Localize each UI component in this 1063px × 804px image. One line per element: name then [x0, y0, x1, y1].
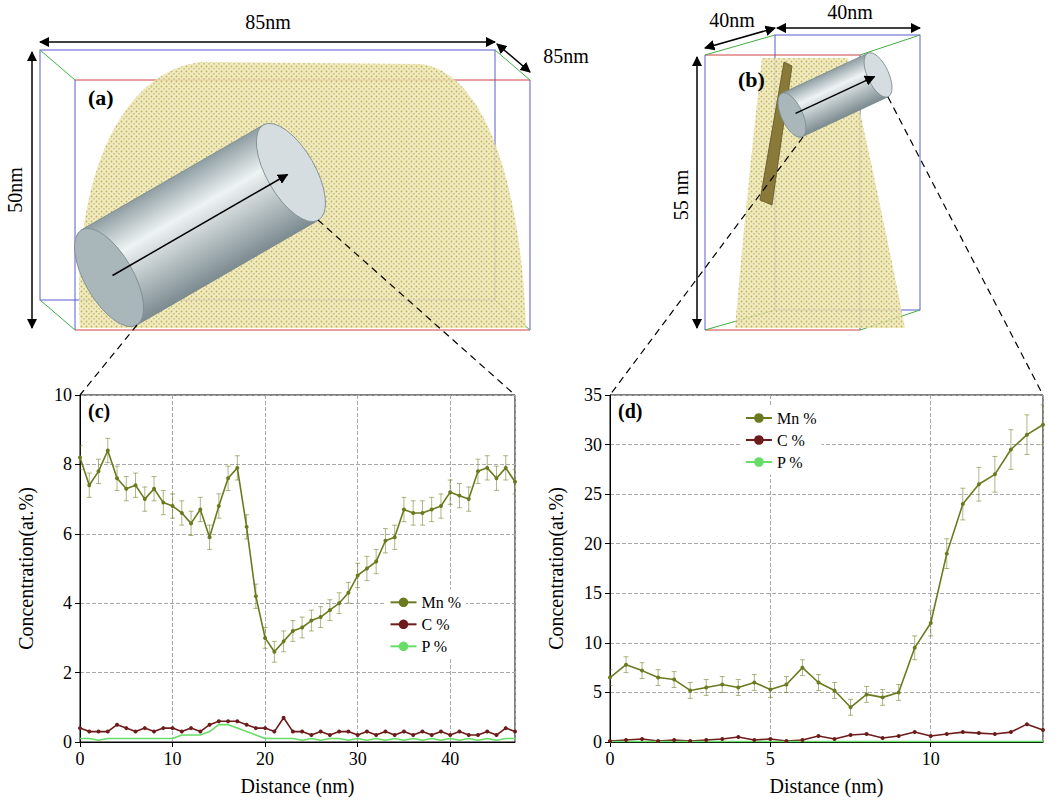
svg-text:2: 2 [63, 663, 72, 683]
svg-text:10: 10 [584, 633, 602, 653]
svg-text:4: 4 [63, 593, 72, 613]
svg-text:0: 0 [606, 749, 615, 769]
svg-text:Mn %: Mn % [777, 410, 817, 427]
svg-text:40nm: 40nm [827, 1, 873, 23]
svg-text:Distance (nm): Distance (nm) [241, 775, 355, 798]
svg-text:(b): (b) [738, 67, 765, 92]
svg-text:P %: P % [422, 638, 448, 655]
svg-text:85nm: 85nm [543, 45, 589, 67]
svg-text:5: 5 [766, 749, 775, 769]
svg-text:40: 40 [441, 749, 459, 769]
svg-text:15: 15 [584, 583, 602, 603]
svg-text:Concentration(at.%): Concentration(at.%) [15, 487, 38, 650]
svg-text:0: 0 [63, 732, 72, 752]
svg-text:P %: P % [777, 454, 803, 471]
svg-text:35: 35 [584, 385, 602, 405]
svg-text:40nm: 40nm [709, 9, 755, 31]
svg-text:(c): (c) [88, 400, 110, 423]
svg-text:30: 30 [584, 435, 602, 455]
svg-text:Mn %: Mn % [422, 594, 462, 611]
svg-text:30: 30 [349, 749, 367, 769]
svg-text:6: 6 [63, 524, 72, 544]
svg-text:(d): (d) [618, 400, 642, 423]
svg-text:10: 10 [54, 385, 72, 405]
svg-text:20: 20 [256, 749, 274, 769]
svg-text:5: 5 [593, 682, 602, 702]
svg-text:0: 0 [76, 749, 85, 769]
svg-text:55 nm: 55 nm [670, 169, 692, 220]
svg-text:10: 10 [164, 749, 182, 769]
svg-text:85nm: 85nm [245, 11, 291, 33]
svg-text:C %: C % [777, 432, 805, 449]
svg-text:20: 20 [584, 534, 602, 554]
svg-text:0: 0 [593, 732, 602, 752]
svg-text:(a): (a) [88, 85, 114, 110]
svg-text:25: 25 [584, 484, 602, 504]
svg-text:50nm: 50nm [4, 167, 26, 213]
svg-text:8: 8 [63, 454, 72, 474]
svg-text:C %: C % [422, 616, 450, 633]
svg-text:Concentration(at.%): Concentration(at.%) [545, 487, 568, 650]
svg-text:10: 10 [922, 749, 940, 769]
svg-text:Distance (nm): Distance (nm) [770, 775, 884, 798]
